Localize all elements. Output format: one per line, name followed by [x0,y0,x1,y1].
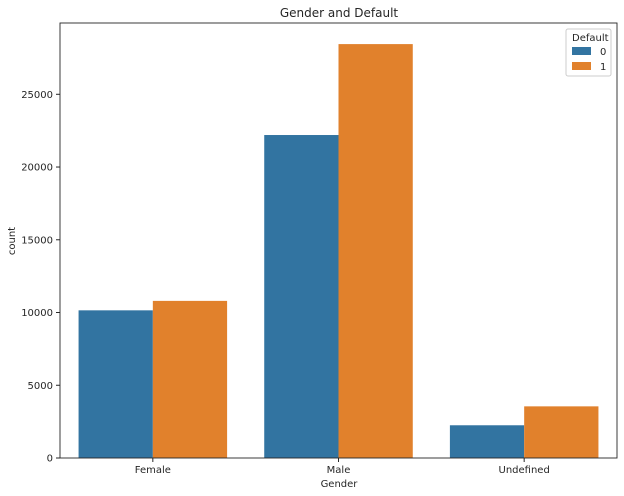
chart-title: Gender and Default [280,6,399,20]
legend-label-0: 0 [600,47,606,58]
bar-male-series-0 [264,135,339,458]
y-tick-label: 10000 [21,308,53,319]
y-axis-label: count [7,227,18,255]
legend: Default 0 1 [565,28,612,77]
x-tick-label: Male [327,465,351,476]
bar-female-series-0 [78,310,153,458]
plot-frame [59,22,618,459]
y-tick-label: 25000 [21,90,53,101]
y-tick-label: 15000 [21,235,53,246]
legend-swatch-1 [572,62,591,70]
legend-swatch-0 [572,47,591,55]
y-tick-label: 5000 [28,381,53,392]
x-axis-label: Gender [321,479,359,490]
legend-title: Default [572,33,609,44]
y-tick-label: 20000 [21,163,53,174]
x-tick-label: Female [135,465,171,476]
bar-female-series-1 [152,300,228,458]
bar-undefined-series-1 [524,406,599,458]
bar-undefined-series-0 [449,425,525,458]
plot-area: Female Male Undefined 0 5000 10000 15000 20000 2… [21,22,618,476]
bar-male-series-1 [338,44,413,458]
x-tick-label: Undefined [499,465,550,476]
legend-label-1: 1 [600,62,606,73]
y-tick-label: 0 [47,454,53,465]
